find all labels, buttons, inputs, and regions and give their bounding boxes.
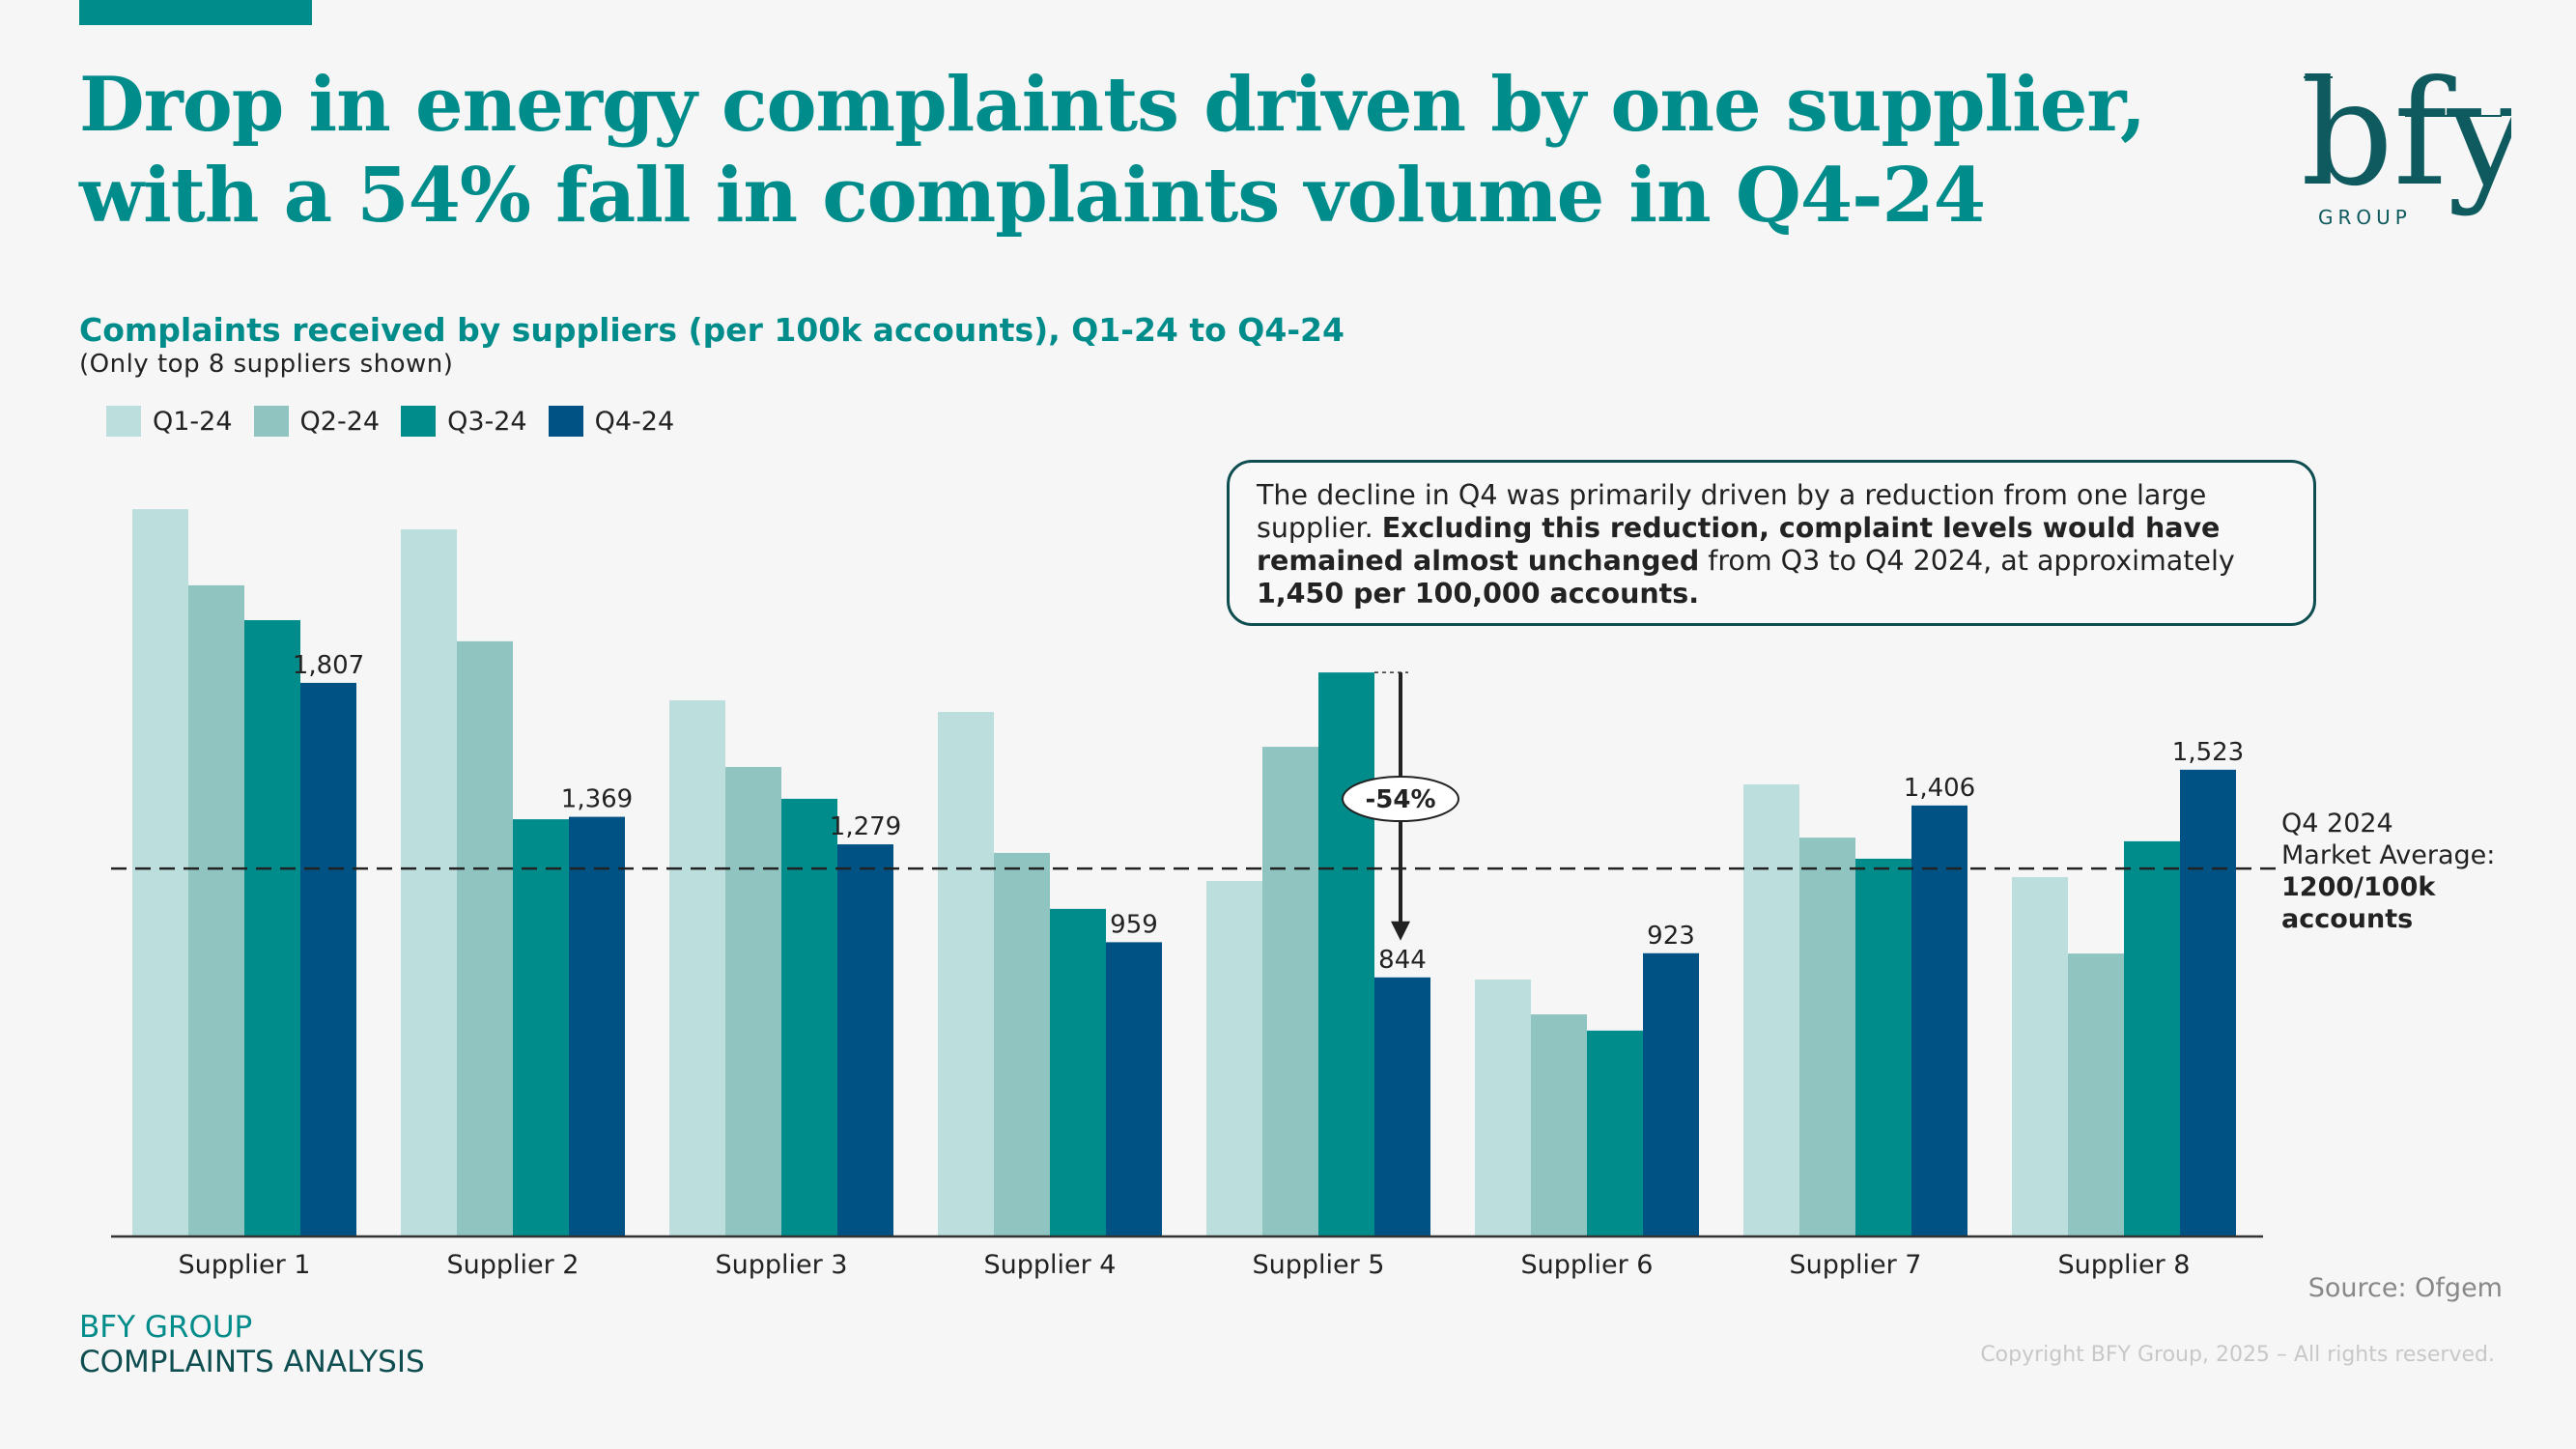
bar-supplier-1-q3-24 <box>244 620 300 1236</box>
top-accent-bar <box>79 0 312 25</box>
bar-supplier-2-q3-24 <box>513 819 569 1236</box>
bar-supplier-7-q3-24 <box>1855 858 1911 1236</box>
x-tick-label-supplier-8: Supplier 8 <box>2057 1250 2190 1280</box>
bar-supplier-6-q3-24 <box>1587 1030 1643 1236</box>
title-line-2: with a 54% fall in complaints volume in … <box>79 152 1986 240</box>
bar-supplier-7-q4-24 <box>1911 805 1967 1236</box>
bar-supplier-4-q4-24 <box>1106 942 1162 1236</box>
data-label-supplier-5: 844 <box>1378 946 1427 975</box>
legend-label-q2: Q2-24 <box>299 406 381 437</box>
legend-swatch-q4 <box>548 406 583 437</box>
bar-supplier-2-q1-24 <box>401 528 457 1236</box>
market-average-line-2: Market Average: <box>2281 840 2496 870</box>
data-label-supplier-1: 1,807 <box>293 651 364 680</box>
bar-supplier-2-q4-24 <box>569 816 625 1236</box>
bar-supplier-4-q3-24 <box>1050 908 1106 1236</box>
bar-supplier-8-q4-24 <box>2180 769 2236 1236</box>
bar-supplier-5-q3-24 <box>1318 672 1374 1236</box>
market-average-line-4: accounts <box>2281 903 2495 935</box>
bar-supplier-8-q1-24 <box>2012 876 2068 1236</box>
source-note: Source: Ofgem <box>2307 1273 2503 1303</box>
bar-supplier-1-q4-24 <box>300 682 356 1236</box>
bar-supplier-5-q1-24 <box>1206 881 1262 1236</box>
x-tick-label-supplier-2: Supplier 2 <box>446 1250 579 1280</box>
page-title: Drop in energy complaints driven by one … <box>79 60 2204 242</box>
callout-text-3: from Q3 to Q4 2024, at approximately <box>1699 545 2235 577</box>
x-tick-label-supplier-7: Supplier 7 <box>1789 1250 1921 1280</box>
legend-label-q1: Q1-24 <box>153 406 233 437</box>
legend-item-q4: Q4-24 <box>548 406 675 437</box>
title-line-1: Drop in energy complaints driven by one … <box>79 61 2146 149</box>
bar-supplier-6-q4-24 <box>1643 952 1699 1236</box>
bar-supplier-4-q1-24 <box>938 711 994 1236</box>
bar-supplier-7-q1-24 <box>1743 784 1799 1236</box>
bar-supplier-1-q1-24 <box>132 509 188 1236</box>
market-average-label: Q4 2024 Market Average: 1200/100k accoun… <box>2281 808 2495 935</box>
chart-subtitle: Complaints received by suppliers (per 10… <box>79 311 1345 349</box>
bfy-group-logo: bfy GROUP <box>2301 68 2511 229</box>
x-tick-label-supplier-6: Supplier 6 <box>1520 1250 1653 1280</box>
callout-box: The decline in Q4 was primarily driven b… <box>1227 460 2316 626</box>
bar-supplier-6-q1-24 <box>1475 980 1531 1236</box>
legend-label-q4: Q4-24 <box>594 406 675 437</box>
copyright-note: Copyright BFY Group, 2025 – All rights r… <box>1980 1343 2495 1367</box>
chart-legend: Q1-24 Q2-24 Q3-24 Q4-24 <box>106 406 674 437</box>
bar-supplier-8-q2-24 <box>2068 953 2124 1236</box>
data-label-supplier-6: 923 <box>1647 922 1695 951</box>
callout-text-1: The decline in Q4 was primarily driven b… <box>1257 479 2207 544</box>
bar-supplier-4-q2-24 <box>994 852 1050 1236</box>
market-average-line-3: 1200/100k <box>2281 871 2495 903</box>
data-label-supplier-8: 1,523 <box>2172 738 2244 767</box>
bar-supplier-3-q2-24 <box>725 766 781 1236</box>
legend-item-q1: Q1-24 <box>106 406 233 437</box>
legend-swatch-q3 <box>401 406 437 437</box>
legend-item-q3: Q3-24 <box>401 406 527 437</box>
arrow-down-icon <box>1391 921 1410 941</box>
bar-supplier-8-q3-24 <box>2124 840 2180 1236</box>
logo-group-text: GROUP <box>2318 206 2412 229</box>
callout-text-4: 1,450 per 100,000 accounts. <box>1257 578 1700 610</box>
data-label-supplier-4: 959 <box>1110 910 1158 939</box>
chart-note: (Only top 8 suppliers shown) <box>79 350 454 379</box>
x-tick-label-supplier-3: Supplier 3 <box>715 1250 847 1280</box>
legend-swatch-q1 <box>106 406 141 437</box>
data-label-supplier-7: 1,406 <box>1904 774 1975 803</box>
logo-mark: bfy <box>2301 68 2511 218</box>
annotation-percent-label: -54% <box>1365 785 1435 814</box>
bar-supplier-2-q2-24 <box>457 640 513 1236</box>
bar-supplier-7-q2-24 <box>1799 838 1855 1236</box>
legend-item-q2: Q2-24 <box>253 406 381 437</box>
footer-section: COMPLAINTS ANALYSIS <box>79 1345 425 1379</box>
bar-supplier-3-q1-24 <box>669 699 725 1236</box>
data-label-supplier-2: 1,369 <box>561 785 633 814</box>
legend-swatch-q2 <box>253 406 289 437</box>
market-average-line-1: Q4 2024 <box>2281 809 2393 838</box>
x-tick-label-supplier-4: Supplier 4 <box>983 1250 1116 1280</box>
annotation-badge <box>1342 776 1459 822</box>
callout-text-2: Excluding this reduction, complaint leve… <box>1257 512 2221 577</box>
bar-supplier-3-q3-24 <box>781 798 837 1236</box>
x-tick-label-supplier-5: Supplier 5 <box>1252 1250 1384 1280</box>
bar-supplier-3-q4-24 <box>837 844 893 1236</box>
market-average-unit: accounts <box>2281 904 2414 934</box>
legend-label-q3: Q3-24 <box>447 406 527 437</box>
bar-supplier-5-q2-24 <box>1262 747 1318 1236</box>
x-tick-label-supplier-1: Supplier 1 <box>178 1250 310 1280</box>
market-average-value: 1200/100k <box>2281 872 2436 902</box>
bar-supplier-5-q4-24 <box>1374 977 1430 1236</box>
bar-supplier-6-q2-24 <box>1531 1014 1587 1236</box>
bar-supplier-1-q2-24 <box>188 584 244 1236</box>
data-label-supplier-3: 1,279 <box>830 812 901 841</box>
footer-brand: BFY GROUP <box>79 1310 253 1345</box>
